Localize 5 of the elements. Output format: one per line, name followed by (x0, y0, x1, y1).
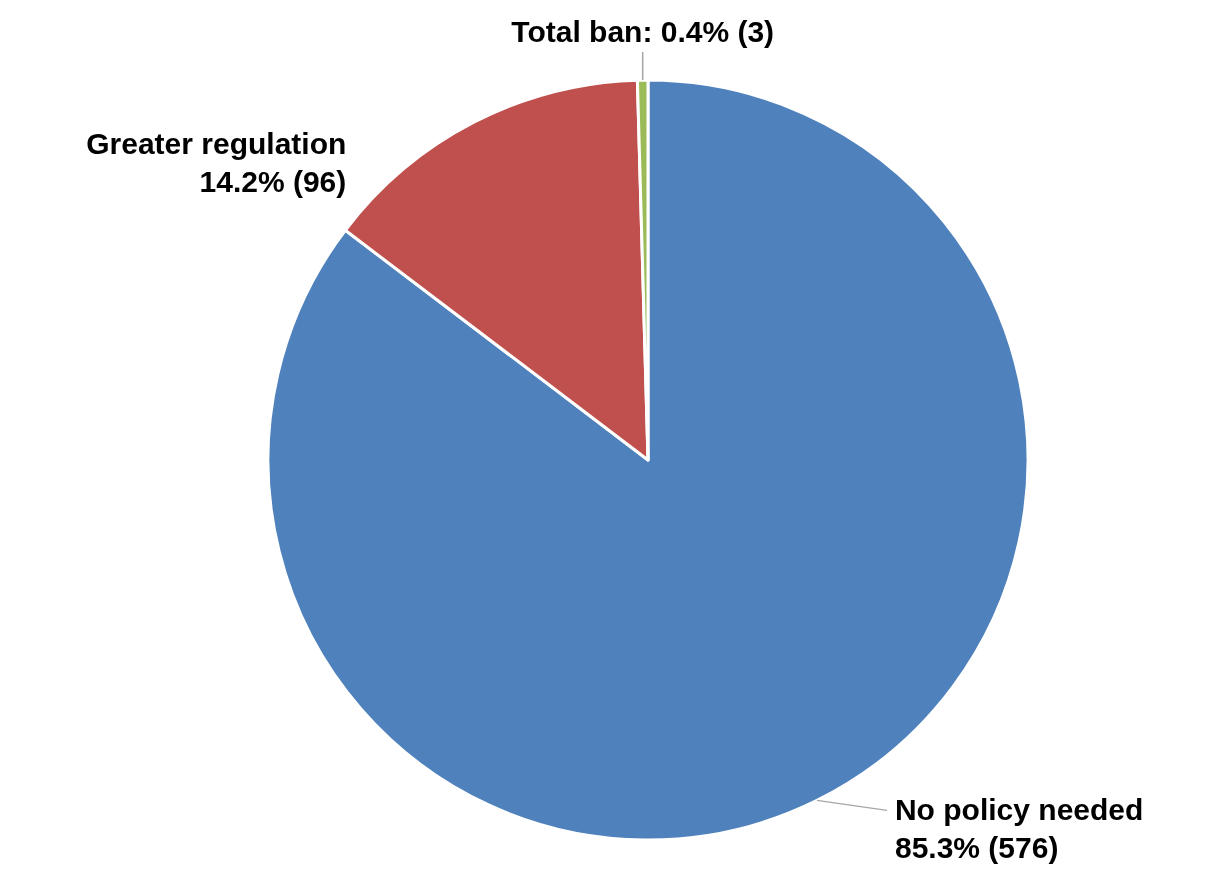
data-label: 14.2% (96) (199, 165, 347, 199)
data-label: 85.3% (576) (894, 831, 1059, 865)
slice-label: No policy needed (894, 793, 1144, 827)
slice-label: Greater regulation (86, 127, 347, 161)
slice-label: Total ban: 0.4% (3) (511, 15, 775, 48)
